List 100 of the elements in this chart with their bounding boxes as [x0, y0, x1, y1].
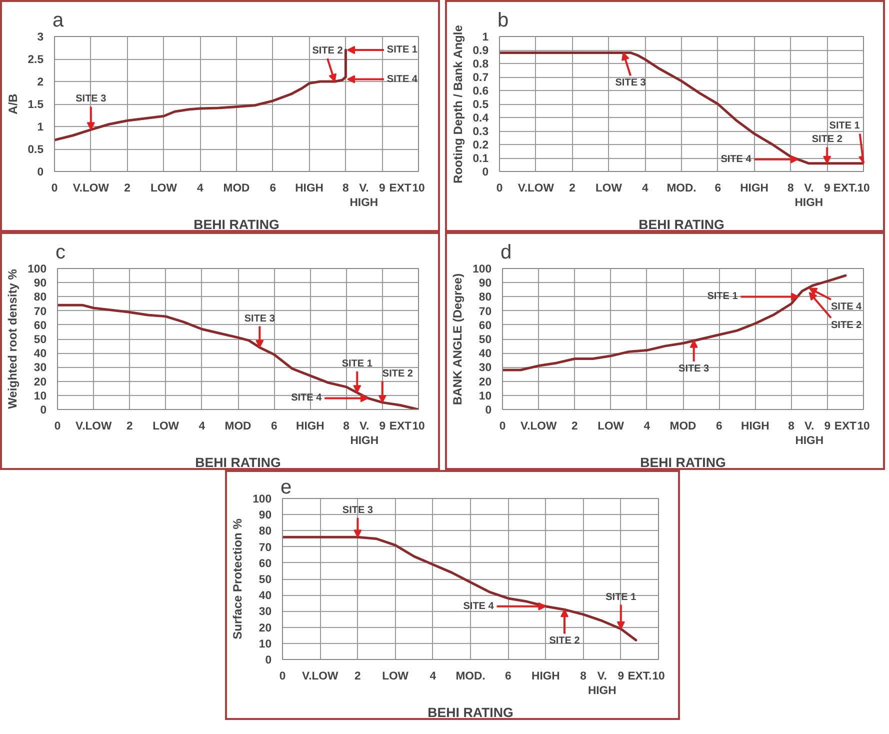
annotation: SITE 3: [615, 78, 646, 89]
x-tick-label: 2: [354, 670, 361, 682]
annotation: SITE 2: [549, 636, 580, 647]
x-tick-label: LOW: [598, 420, 624, 432]
x-tick-label: EXT: [389, 420, 412, 432]
x-tick-label: HIGH: [740, 182, 768, 194]
x-tick-label: 0: [499, 420, 506, 432]
y-tick-label: 100: [252, 494, 272, 506]
x-tick-label: 6: [504, 670, 512, 682]
y-tick-label: 100: [28, 264, 47, 276]
annotation: SITE 4: [386, 74, 418, 85]
y-tick-label: 0.5: [28, 144, 44, 156]
y-tick-label: 0.7: [472, 72, 488, 84]
line-series: [54, 48, 347, 142]
annotation: SITE 3: [678, 364, 710, 375]
x-tick-label: 6: [270, 420, 278, 432]
x-tick-label: 0: [496, 182, 503, 194]
y-tick-label: 2: [37, 76, 44, 88]
annotation: SITE 1: [342, 358, 373, 370]
y-tick-label: 1: [37, 122, 44, 134]
annotation: SITE 3: [76, 94, 107, 105]
y-tick-label: 10: [478, 390, 492, 402]
x-tick-label: V.LOW: [302, 670, 338, 682]
annotation: SITE 1: [829, 120, 860, 132]
x-tick-label: 9: [824, 420, 831, 432]
y-tick-label: 2.5: [28, 54, 44, 66]
y-tick-label: 90: [258, 510, 272, 522]
x-tick-label: EXT.: [833, 182, 858, 194]
y-tick-label: 0.6: [472, 86, 488, 98]
y-tick-label: 50: [478, 334, 492, 346]
y-tick-label: 3: [37, 32, 44, 44]
x-tick-label: MOD: [223, 182, 250, 194]
x-tick-label: V. HIGH: [794, 182, 824, 209]
x-tick-label: 8: [580, 670, 586, 682]
x-tick-label: 6: [270, 182, 276, 194]
x-tick-label: 2: [124, 182, 130, 194]
annotation: SITE 1: [707, 291, 738, 302]
y-tick-label: 0: [40, 404, 47, 416]
annotation: SITE 4: [831, 302, 862, 313]
x-tick-label: MOD.: [666, 182, 696, 194]
y-axis-title: BANK ANGLE (Degree): [450, 273, 465, 406]
y-tick-label: 30: [258, 606, 272, 618]
x-tick-label: 4: [642, 182, 649, 194]
y-tick-label: 90: [478, 278, 492, 290]
y-tick-label: 0: [482, 166, 489, 178]
x-tick-label: 10: [857, 420, 870, 432]
y-tick-label: 30: [34, 362, 47, 374]
y-tick-label: 0.2: [472, 140, 488, 152]
x-tick-label: V. HIGH: [350, 420, 379, 447]
y-tick-label: 1: [482, 32, 489, 44]
x-tick-label: 6: [716, 420, 722, 432]
x-tick-label: 9: [378, 182, 386, 194]
y-axis-title: Weighted root density %: [6, 268, 20, 409]
y-tick-label: 20: [34, 376, 47, 388]
x-tick-label: 4: [196, 182, 204, 194]
x-tick-label: V.LOW: [518, 182, 554, 194]
y-tick-label: 0.9: [472, 45, 488, 57]
y-axis-title: Surface Protection %: [230, 518, 245, 640]
chart-title: e: [280, 476, 292, 498]
annotation: SITE 4: [463, 600, 494, 612]
x-tick-label: HIGH: [295, 182, 324, 194]
y-tick-label: 0: [265, 654, 272, 666]
x-tick-label: 9: [379, 420, 386, 432]
x-axis-title: BEHI RATING: [428, 704, 514, 720]
x-axis-title: BEHI RATING: [195, 454, 281, 470]
x-tick-label: 4: [644, 420, 651, 432]
x-tick-label: 8: [788, 420, 794, 432]
line-series: [500, 51, 864, 165]
y-axis-title: A/B: [6, 93, 20, 114]
annotation: SITE 2: [312, 46, 344, 57]
annotation: SITE 3: [244, 313, 276, 324]
annotation: SITE 1: [386, 44, 418, 56]
y-tick-label: 70: [34, 306, 47, 318]
x-tick-label: EXT.: [628, 670, 652, 682]
y-tick-label: 70: [258, 542, 272, 554]
x-tick-label: HIGH: [741, 420, 770, 432]
y-axis-title: Rooting Depth / Bank Angle: [450, 24, 465, 184]
annotation: SITE 1: [606, 592, 637, 603]
x-tick-label: 0: [279, 670, 286, 682]
x-tick-label: 0: [51, 182, 58, 194]
y-tick-label: 10: [258, 638, 272, 650]
x-tick-label: EXT: [389, 182, 412, 194]
chart-title: c: [56, 242, 66, 264]
x-tick-label: 2: [572, 420, 578, 432]
x-tick-label: 9: [618, 670, 624, 682]
y-tick-label: 50: [34, 334, 47, 346]
x-tick-label: V. HIGH: [795, 420, 824, 447]
x-tick-label: 2: [126, 420, 133, 432]
y-tick-label: 40: [34, 348, 47, 360]
y-tick-label: 20: [478, 376, 492, 388]
y-tick-label: 0.1: [472, 153, 488, 165]
y-tick-label: 0.4: [472, 112, 490, 124]
annotation: SITE 3: [342, 504, 374, 516]
y-tick-label: 0: [37, 166, 44, 178]
y-tick-label: 70: [478, 306, 492, 318]
y-tick-label: 80: [34, 292, 47, 304]
chart-title: d: [500, 242, 512, 264]
x-tick-label: 10: [412, 182, 425, 194]
x-tick-label: 2: [569, 182, 576, 194]
y-tick-label: 80: [258, 526, 272, 538]
